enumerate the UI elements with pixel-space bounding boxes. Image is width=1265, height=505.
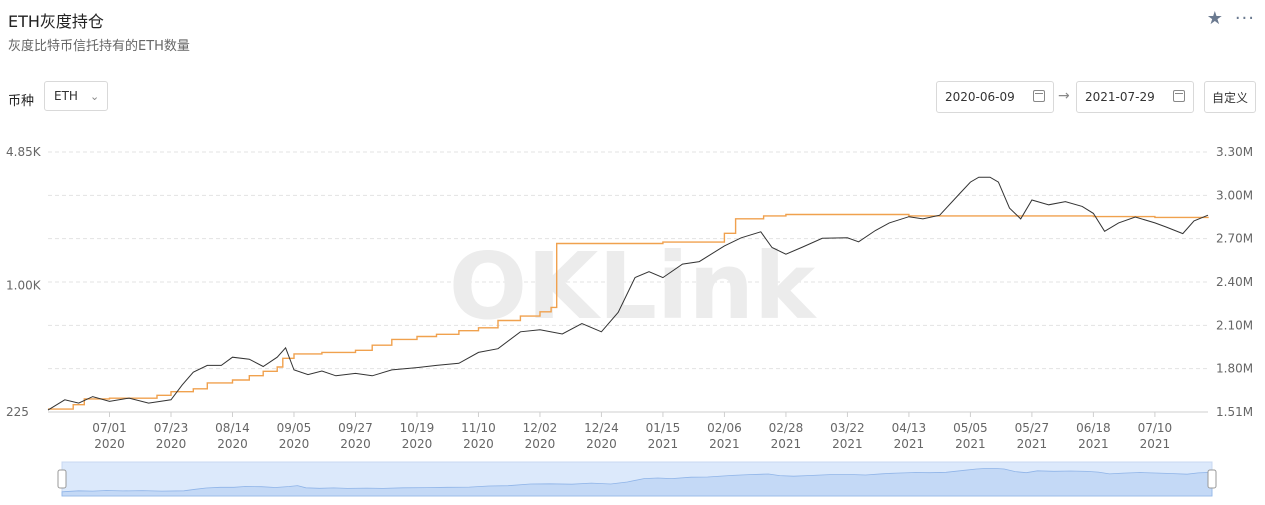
range-navigator [57, 461, 1217, 497]
x-tick-year: 2020 [279, 437, 310, 451]
x-tick-label: 02/28 [769, 421, 804, 435]
left-tick-label: 4.85K [6, 145, 42, 159]
x-tick-year: 2020 [217, 437, 248, 451]
x-tick-year: 2021 [955, 437, 986, 451]
x-tick-label: 09/05 [277, 421, 312, 435]
end-date-value: 2021-07-29 [1085, 90, 1155, 104]
right-tick-label: 2.70M [1216, 232, 1253, 246]
x-tick-year: 2020 [94, 437, 125, 451]
right-tick-label: 2.10M [1216, 318, 1253, 332]
x-tick-label: 01/15 [646, 421, 681, 435]
x-tick-year: 2021 [648, 437, 679, 451]
calendar-icon [1173, 90, 1185, 102]
more-icon[interactable]: ··· [1234, 8, 1255, 29]
right-tick-label: 2.40M [1216, 275, 1253, 289]
page-subtitle: 灰度比特币信托持有的ETH数量 [8, 39, 190, 54]
series-layer [47, 176, 1209, 411]
right-tick-label: 1.51M [1216, 405, 1253, 419]
x-tick-label: 12/24 [584, 421, 619, 435]
arrow-right-icon: → [1058, 88, 1070, 104]
x-axis: 07/01 2020 07/23 2020 08/14 2020 09/05 2020 09/2… [48, 411, 1208, 451]
x-tick-year: 2020 [402, 437, 433, 451]
x-tick-year: 2021 [832, 437, 863, 451]
custom-range-button[interactable]: 自定义 [1204, 81, 1256, 113]
right-tick-label: 3.00M [1216, 188, 1253, 202]
left-tick-label: 225 [6, 405, 29, 419]
x-tick-year: 2020 [156, 437, 187, 451]
header-actions: ★ ··· [1207, 8, 1255, 29]
x-tick-year: 2021 [1017, 437, 1048, 451]
x-tick-label: 12/02 [523, 421, 558, 435]
right-axis: 3.30M 3.00M 2.70M 2.40M 2.10M 1.80M 1.51M [1216, 145, 1253, 419]
start-date-input[interactable]: 2020-06-09 [936, 81, 1054, 113]
x-tick-label: 08/14 [215, 421, 250, 435]
price-line [47, 176, 1209, 411]
left-tick-label: 1.00K [6, 279, 42, 293]
navigator-series [61, 468, 1213, 497]
x-tick-label: 09/27 [338, 421, 373, 435]
x-tick-year: 2020 [525, 437, 556, 451]
x-tick-year: 2020 [463, 437, 494, 451]
x-tick-label: 03/22 [830, 421, 865, 435]
holdings-line [48, 213, 1209, 410]
x-tick-year: 2021 [1140, 437, 1171, 451]
page-title: ETH灰度持仓 [8, 12, 104, 31]
watermark: OKLink [449, 233, 817, 340]
coin-label: 币种 [8, 94, 35, 109]
x-tick-label: 10/19 [400, 421, 435, 435]
coin-select-value: ETH [54, 89, 78, 103]
x-tick-year: 2020 [586, 437, 617, 451]
x-tick-year: 2021 [771, 437, 802, 451]
calendar-icon [1033, 90, 1045, 102]
x-tick-label: 06/18 [1076, 421, 1111, 435]
x-tick-label: 07/01 [92, 421, 127, 435]
x-tick-label: 07/23 [154, 421, 189, 435]
x-tick-year: 2020 [340, 437, 371, 451]
x-tick-label: 11/10 [461, 421, 496, 435]
x-tick-year: 2021 [709, 437, 740, 451]
left-axis: 4.85K 1.00K 225 [6, 145, 42, 419]
navigator-handle[interactable] [57, 469, 67, 489]
chevron-down-icon: ⌄ [89, 89, 100, 103]
x-tick-year: 2021 [1078, 437, 1109, 451]
x-tick-label: 02/06 [707, 421, 742, 435]
x-tick-year: 2021 [894, 437, 925, 451]
navigator-handle[interactable] [1207, 469, 1217, 489]
star-icon[interactable]: ★ [1206, 8, 1223, 29]
x-tick-label: 07/10 [1138, 421, 1173, 435]
x-tick-label: 05/05 [953, 421, 988, 435]
right-tick-label: 1.80M [1216, 362, 1253, 376]
start-date-value: 2020-06-09 [945, 90, 1015, 104]
coin-select[interactable]: ETH ⌄ [44, 81, 108, 111]
x-tick-label: 04/13 [892, 421, 927, 435]
x-tick-label: 05/27 [1015, 421, 1050, 435]
right-tick-label: 3.30M [1216, 145, 1253, 159]
end-date-input[interactable]: 2021-07-29 [1076, 81, 1194, 113]
